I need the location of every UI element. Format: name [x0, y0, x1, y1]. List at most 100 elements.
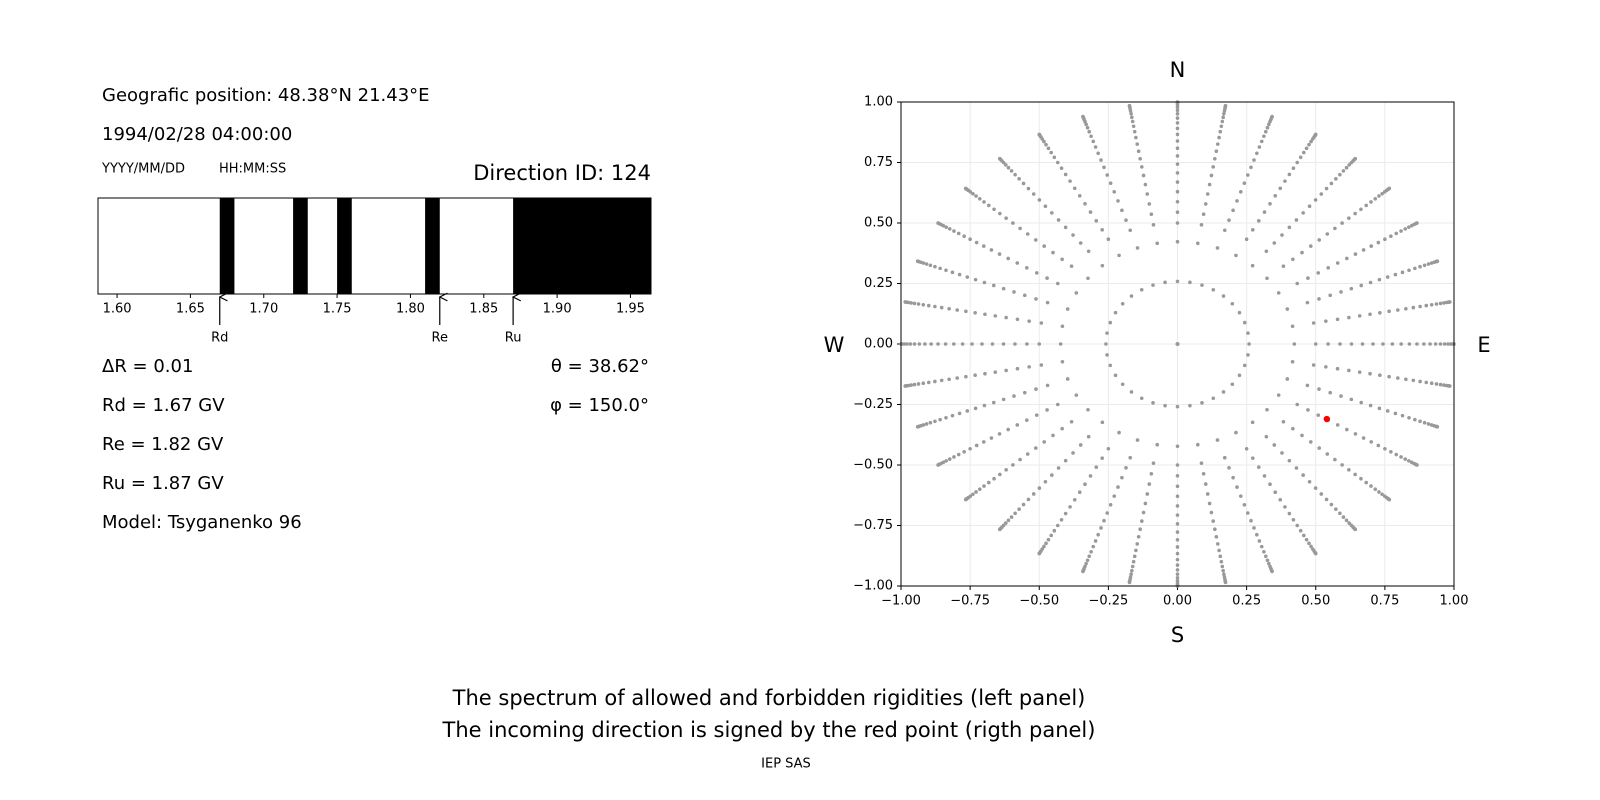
direction-point	[1218, 554, 1223, 559]
direction-point	[1135, 246, 1140, 250]
direction-point	[1418, 419, 1422, 424]
direction-point	[1211, 287, 1216, 292]
direction-point	[1291, 166, 1296, 171]
direction-point	[1304, 146, 1309, 151]
forbidden-band	[513, 198, 651, 294]
forbidden-band	[219, 198, 235, 294]
direction-point	[1100, 263, 1105, 268]
direction-point	[1063, 225, 1068, 230]
direction-point	[1211, 396, 1216, 401]
direction-point	[1273, 490, 1278, 494]
direction-point	[1017, 177, 1021, 181]
direction-point	[1250, 420, 1255, 425]
direction-point	[1015, 261, 1020, 265]
direction-point	[1404, 306, 1408, 311]
direction-point	[964, 309, 968, 314]
direction-point	[1313, 342, 1318, 346]
direction-point	[1175, 171, 1180, 175]
direction-point	[1349, 286, 1354, 291]
direction-point	[1306, 276, 1310, 280]
direction-point	[963, 186, 968, 191]
direction-point	[1390, 342, 1395, 346]
direction-point	[1151, 461, 1156, 465]
direction-point	[1129, 111, 1133, 116]
x-tick-label: −0.25	[1088, 594, 1128, 609]
direction-point	[936, 342, 940, 346]
direction-point	[1347, 163, 1351, 167]
direction-point	[1004, 468, 1008, 472]
direction-point	[947, 306, 951, 311]
direction-point	[1117, 253, 1121, 258]
x-tick-label: 0.25	[1232, 594, 1261, 609]
direction-point	[1108, 363, 1113, 368]
direction-point	[1418, 379, 1422, 384]
direction-point	[1155, 442, 1160, 447]
direction-point	[1280, 233, 1284, 237]
direction-point	[982, 200, 986, 204]
direction-point	[1222, 455, 1227, 460]
direction-point	[1124, 218, 1128, 222]
direction-point	[1068, 505, 1072, 509]
direction-point	[1265, 125, 1270, 130]
direction-point	[1219, 559, 1224, 564]
direction-point	[1262, 549, 1266, 554]
direction-point	[1305, 300, 1310, 305]
direction-point	[1376, 443, 1381, 448]
direction-point	[1006, 165, 1011, 170]
direction-point	[1058, 342, 1063, 346]
direction-point	[1108, 320, 1113, 325]
direction-point	[1044, 142, 1048, 147]
direction-point	[1049, 533, 1054, 538]
direction-point	[1175, 494, 1180, 499]
direction-point	[989, 248, 994, 252]
direction-point	[1341, 169, 1346, 173]
direction-point	[983, 371, 987, 376]
direction-point	[1091, 544, 1096, 549]
direction-point	[933, 264, 937, 269]
direction-point	[1043, 479, 1048, 484]
direction-point	[1015, 317, 1020, 322]
direction-point	[1175, 210, 1180, 214]
marker-label: Rd	[211, 331, 228, 346]
direction-point	[1060, 257, 1064, 262]
direction-point	[1037, 486, 1042, 490]
direction-point	[1027, 365, 1031, 369]
direction-point	[1077, 490, 1082, 494]
direction-point	[1278, 186, 1283, 191]
direction-point	[1317, 387, 1321, 391]
angle: φ = 150.0°	[550, 395, 649, 416]
direction-point	[1034, 413, 1039, 417]
direction-point	[929, 342, 933, 346]
direction-point	[944, 225, 949, 229]
direction-point	[1407, 415, 1411, 420]
direction-point	[1078, 443, 1083, 447]
direction-point	[997, 527, 1002, 532]
direction-point	[1127, 103, 1132, 108]
x-tick-label: 1.65	[176, 302, 205, 317]
direction-point	[1223, 580, 1228, 585]
direction-point	[1175, 474, 1180, 478]
direction-point	[1175, 146, 1180, 151]
direction-point	[1139, 396, 1144, 401]
direction-point	[1025, 452, 1030, 456]
direction-point	[1149, 212, 1154, 216]
direction-point	[1309, 139, 1313, 144]
direction-point	[950, 270, 955, 275]
direction-point	[970, 342, 974, 346]
direction-point	[986, 203, 991, 208]
direction-point	[1280, 451, 1284, 455]
direction-point	[1394, 452, 1399, 457]
direction-point	[1132, 554, 1137, 559]
direction-point	[1287, 458, 1292, 463]
direction-point	[1247, 342, 1251, 346]
x-tick-label: 0.50	[1301, 594, 1330, 609]
direction-point	[1105, 353, 1109, 357]
direction-point	[1291, 426, 1295, 431]
direction-point	[1283, 179, 1287, 183]
direction-point	[1006, 256, 1010, 261]
direction-point	[1175, 484, 1180, 489]
direction-point	[1175, 504, 1180, 508]
direction-point	[1313, 486, 1318, 490]
direction-point	[1145, 192, 1150, 196]
